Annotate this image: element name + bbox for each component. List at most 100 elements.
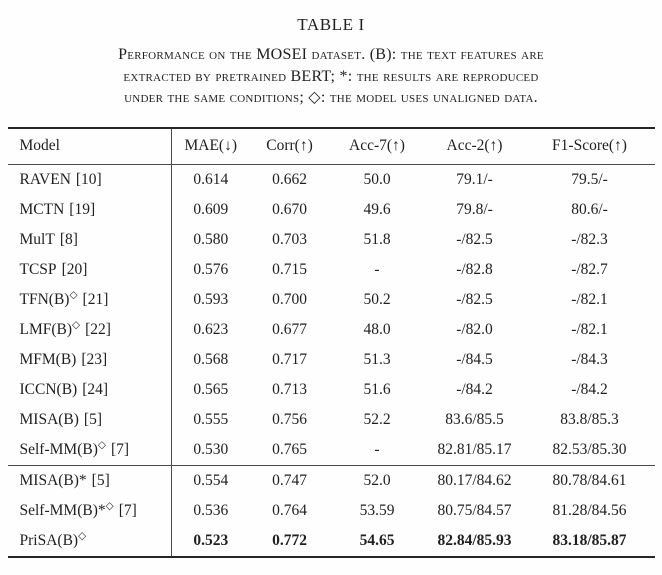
cell-mae: 0.614: [193, 170, 229, 188]
model-reference: [5]: [91, 471, 110, 489]
cell-acc2: 80.75/84.57: [437, 501, 512, 519]
cell-corr: 0.677: [272, 320, 307, 338]
model-cell: PriSA(B)◇: [7, 525, 172, 557]
col-header-mae: MAE(↓): [171, 127, 250, 165]
model-cell: MISA(B)* [5]: [7, 464, 172, 496]
cell-corr: 0.662: [272, 170, 307, 188]
table-row: LMF(B)◇ [22] 0.623 0.677 48.0 -/82.0 -/82…: [7, 314, 655, 345]
cell-f1score: 80.6/-: [571, 200, 608, 218]
cell-corr: 0.756: [272, 410, 307, 428]
model-reference: [21]: [82, 290, 109, 308]
header-row: Model MAE(↓) Corr(↑) Acc-7(↑) Acc-2(↑) F…: [7, 127, 655, 165]
cell-f1score: -/82.7: [571, 260, 608, 278]
cell-f1score: 79.5/-: [571, 170, 608, 188]
cell-acc7: 53.59: [359, 501, 395, 519]
col-header-acc7: Acc-7(↑): [329, 127, 425, 165]
cell-corr: 0.703: [272, 230, 307, 248]
model-cell: Self-MM(B)◇ [7]: [7, 434, 172, 465]
model-name: MFM(B): [19, 350, 77, 368]
model-cell: MulT [8]: [7, 224, 172, 255]
model-reference: [7]: [118, 501, 137, 519]
cell-mae: 0.554: [171, 464, 250, 496]
cell-acc7: 51.3: [363, 350, 391, 368]
table-caption: Performance on the MOSEI dataset. (B): t…: [0, 44, 662, 109]
model-name: LMF(B): [19, 320, 73, 338]
model-name: MISA(B)*: [19, 471, 87, 489]
cell-acc2: 82.84/85.93: [437, 531, 512, 549]
model-cell: MISA(B) [5]: [7, 404, 172, 435]
cell-corr: 0.700: [272, 290, 307, 308]
cell-acc7: 52.0: [329, 464, 425, 496]
cell-mae: 0.576: [193, 260, 229, 278]
cell-acc2: 80.17/84.62: [424, 464, 525, 496]
caption-line-1: Performance on the MOSEI dataset. (B): t…: [118, 46, 544, 63]
model-name: MCTN: [19, 200, 65, 218]
model-name: MISA(B): [19, 410, 79, 428]
caption-line-3: under the same conditions; ◇: the model …: [124, 89, 538, 106]
table-row: TCSP [20] 0.576 0.715 - -/82.8 -/82.7: [7, 254, 655, 285]
model-cell: MCTN [19]: [7, 194, 172, 225]
cell-mae: 0.565: [193, 380, 229, 398]
model-name: TFN(B): [19, 290, 70, 308]
diamond-superscript: ◇: [69, 289, 78, 301]
cell-corr: 0.765: [272, 440, 307, 458]
model-cell: LMF(B)◇ [22]: [7, 314, 172, 345]
table-row: MCTN [19] 0.609 0.670 49.6 79.8/- 80.6/-: [7, 194, 655, 225]
cell-f1score: -/84.3: [571, 350, 608, 368]
col-header-f1score: F1-Score(↑): [524, 127, 655, 165]
table-row: Self-MM(B)◇ [7] 0.530 0.765 - 82.81/85.17…: [7, 434, 655, 465]
cell-mae: 0.536: [193, 501, 229, 519]
cell-acc2: -/82.8: [456, 260, 493, 278]
model-reference: [7]: [110, 440, 130, 458]
cell-acc7: 51.6: [363, 380, 391, 398]
cell-mae: 0.580: [193, 230, 229, 248]
cell-mae: 0.593: [193, 290, 229, 308]
model-reference: [5]: [83, 410, 102, 428]
cell-acc7: 50.0: [363, 170, 391, 188]
cell-corr: 0.715: [272, 260, 307, 278]
cell-acc2: 82.81/85.17: [437, 440, 512, 458]
model-reference: [20]: [61, 260, 88, 278]
cell-f1score: -/82.1: [571, 290, 608, 308]
results-table: Model MAE(↓) Corr(↑) Acc-7(↑) Acc-2(↑) F…: [7, 126, 655, 558]
cell-f1score: 81.28/84.56: [552, 501, 627, 519]
table-row: TFN(B)◇ [21] 0.593 0.700 50.2 -/82.5 -/82…: [7, 284, 655, 315]
model-cell: RAVEN [10]: [7, 164, 172, 195]
cell-f1score: -/82.3: [571, 230, 608, 248]
model-name: TCSP: [19, 260, 57, 278]
cell-mae: 0.568: [193, 350, 229, 368]
model-name: Self-MM(B): [19, 440, 98, 458]
model-cell: TCSP [20]: [7, 254, 172, 285]
cell-mae: 0.530: [193, 440, 229, 458]
cell-corr: 0.717: [272, 350, 307, 368]
paper-page: TABLE I Performance on the MOSEI dataset…: [0, 15, 662, 558]
diamond-superscript: ◇: [97, 439, 106, 451]
cell-acc2: -/84.2: [456, 380, 493, 398]
table-row: MulT [8] 0.580 0.703 51.8 -/82.5 -/82.3: [7, 224, 655, 255]
cell-acc7: 54.65: [359, 531, 395, 549]
cell-mae: 0.523: [193, 531, 229, 549]
cell-acc2: 83.6/85.5: [445, 410, 504, 428]
table-number-label: TABLE I: [297, 15, 365, 34]
cell-acc7: -: [374, 440, 380, 458]
table-row: MISA(B) [5] 0.555 0.756 52.2 83.6/85.5 83…: [7, 404, 655, 435]
model-name: ICCN(B): [19, 380, 78, 398]
cell-corr: 0.764: [272, 501, 307, 519]
diamond-superscript: ◇: [78, 530, 87, 542]
model-reference: [23]: [81, 350, 108, 368]
cell-acc2: 79.1/-: [456, 170, 493, 188]
table-row: MFM(B) [23] 0.568 0.717 51.3 -/84.5 -/84.…: [7, 344, 655, 375]
diamond-superscript: ◇: [105, 500, 114, 512]
model-name: Self-MM(B)*: [19, 501, 106, 519]
cell-acc7: 49.6: [363, 200, 391, 218]
cell-acc7: 50.2: [363, 290, 391, 308]
model-reference: [10]: [75, 170, 102, 188]
table-row: PriSA(B)◇ 0.523 0.772 54.65 82.84/85.93 …: [7, 525, 655, 557]
model-name: MulT: [19, 230, 55, 248]
cell-mae: 0.623: [193, 320, 229, 338]
table-row: MISA(B)* [5] 0.554 0.747 52.0 80.17/84.62…: [7, 464, 655, 496]
cell-acc2: -/82.0: [456, 320, 493, 338]
cell-f1score: -/84.2: [571, 380, 608, 398]
cell-corr: 0.772: [272, 531, 307, 549]
model-reference: [24]: [82, 380, 109, 398]
